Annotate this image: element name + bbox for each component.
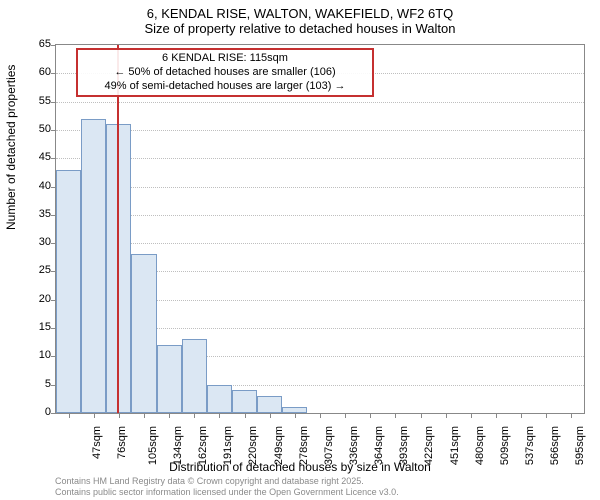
xtick-label: 47sqm bbox=[91, 426, 103, 459]
histogram-bar bbox=[232, 390, 257, 413]
xtick-mark bbox=[370, 413, 371, 418]
ytick-label: 35 bbox=[21, 208, 51, 220]
gridline bbox=[56, 215, 584, 216]
xtick-mark bbox=[270, 413, 271, 418]
histogram-bar bbox=[257, 396, 282, 413]
xtick-mark bbox=[571, 413, 572, 418]
ytick-mark bbox=[51, 158, 56, 159]
ytick-mark bbox=[51, 73, 56, 74]
ytick-label: 60 bbox=[21, 66, 51, 78]
gridline bbox=[56, 187, 584, 188]
histogram-bar bbox=[56, 170, 81, 413]
ytick-label: 25 bbox=[21, 264, 51, 276]
ytick-label: 55 bbox=[21, 95, 51, 107]
xtick-label: 162sqm bbox=[197, 426, 209, 465]
ytick-mark bbox=[51, 413, 56, 414]
histogram-bar bbox=[207, 385, 232, 413]
xtick-mark bbox=[446, 413, 447, 418]
xtick-label: 76sqm bbox=[116, 426, 128, 459]
xtick-mark bbox=[320, 413, 321, 418]
xtick-label: 191sqm bbox=[222, 426, 234, 465]
annotation-line1: 6 KENDAL RISE: 115sqm bbox=[84, 52, 366, 66]
plot-area: 6 KENDAL RISE: 115sqm← 50% of detached h… bbox=[55, 44, 585, 414]
histogram-bar bbox=[157, 345, 182, 413]
gridline bbox=[56, 243, 584, 244]
ytick-label: 5 bbox=[21, 378, 51, 390]
marker-line bbox=[117, 45, 119, 413]
chart-container: 6, KENDAL RISE, WALTON, WAKEFIELD, WF2 6… bbox=[0, 0, 600, 500]
ytick-mark bbox=[51, 102, 56, 103]
xtick-mark bbox=[119, 413, 120, 418]
y-axis-label: Number of detached properties bbox=[4, 65, 18, 230]
histogram-bar bbox=[131, 254, 156, 413]
gridline bbox=[56, 102, 584, 103]
xtick-label: 509sqm bbox=[499, 426, 511, 465]
xtick-label: 451sqm bbox=[449, 426, 461, 465]
attribution-text: Contains HM Land Registry data © Crown c… bbox=[55, 476, 399, 498]
xtick-label: 480sqm bbox=[474, 426, 486, 465]
xtick-mark bbox=[144, 413, 145, 418]
xtick-label: 278sqm bbox=[298, 426, 310, 465]
xtick-label: 134sqm bbox=[172, 426, 184, 465]
ytick-mark bbox=[51, 130, 56, 131]
ytick-label: 20 bbox=[21, 293, 51, 305]
xtick-label: 105sqm bbox=[147, 426, 159, 465]
annotation-line2: ← 50% of detached houses are smaller (10… bbox=[84, 66, 366, 80]
xtick-mark bbox=[245, 413, 246, 418]
xtick-mark bbox=[169, 413, 170, 418]
xtick-label: 249sqm bbox=[273, 426, 285, 465]
xtick-label: 422sqm bbox=[424, 426, 436, 465]
xtick-mark bbox=[421, 413, 422, 418]
xtick-mark bbox=[395, 413, 396, 418]
xtick-label: 566sqm bbox=[549, 426, 561, 465]
xtick-mark bbox=[496, 413, 497, 418]
annotation-line3: 49% of semi-detached houses are larger (… bbox=[84, 80, 366, 94]
ytick-label: 45 bbox=[21, 151, 51, 163]
xtick-label: 393sqm bbox=[398, 426, 410, 465]
ytick-label: 15 bbox=[21, 321, 51, 333]
ytick-label: 30 bbox=[21, 236, 51, 248]
ytick-label: 65 bbox=[21, 38, 51, 50]
annotation-box: 6 KENDAL RISE: 115sqm← 50% of detached h… bbox=[76, 48, 374, 97]
ytick-mark bbox=[51, 45, 56, 46]
xtick-mark bbox=[94, 413, 95, 418]
xtick-label: 220sqm bbox=[248, 426, 260, 465]
xtick-mark bbox=[69, 413, 70, 418]
histogram-bar bbox=[81, 119, 106, 413]
xtick-mark bbox=[345, 413, 346, 418]
histogram-bar bbox=[106, 124, 131, 413]
xtick-mark bbox=[295, 413, 296, 418]
gridline bbox=[56, 158, 584, 159]
attribution-line2: Contains public sector information licen… bbox=[55, 487, 399, 498]
xtick-label: 364sqm bbox=[373, 426, 385, 465]
ytick-label: 40 bbox=[21, 180, 51, 192]
ytick-label: 50 bbox=[21, 123, 51, 135]
xtick-mark bbox=[219, 413, 220, 418]
gridline bbox=[56, 130, 584, 131]
xtick-label: 595sqm bbox=[574, 426, 586, 465]
attribution-line1: Contains HM Land Registry data © Crown c… bbox=[55, 476, 399, 487]
xtick-mark bbox=[471, 413, 472, 418]
xtick-label: 537sqm bbox=[524, 426, 536, 465]
xtick-mark bbox=[194, 413, 195, 418]
xtick-label: 336sqm bbox=[348, 426, 360, 465]
chart-title-line2: Size of property relative to detached ho… bbox=[0, 21, 600, 36]
xtick-label: 307sqm bbox=[323, 426, 335, 465]
histogram-bar bbox=[182, 339, 207, 413]
chart-title-line1: 6, KENDAL RISE, WALTON, WAKEFIELD, WF2 6… bbox=[0, 0, 600, 21]
xtick-mark bbox=[521, 413, 522, 418]
ytick-label: 0 bbox=[21, 406, 51, 418]
ytick-label: 10 bbox=[21, 349, 51, 361]
xtick-mark bbox=[546, 413, 547, 418]
